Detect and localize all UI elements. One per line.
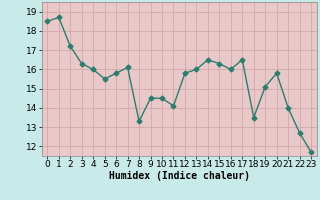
- X-axis label: Humidex (Indice chaleur): Humidex (Indice chaleur): [109, 171, 250, 181]
